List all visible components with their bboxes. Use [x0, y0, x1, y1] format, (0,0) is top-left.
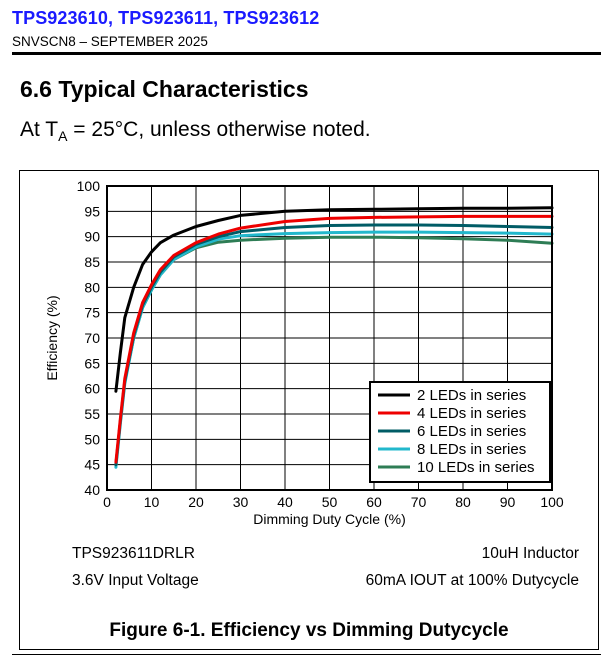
y-tick-label: 60: [84, 381, 100, 397]
x-tick-label: 80: [455, 494, 471, 510]
section-title: 6.6 Typical Characteristics: [20, 76, 309, 102]
test-condition: At TA = 25°C, unless otherwise noted.: [20, 118, 371, 144]
footer-divider: [12, 654, 601, 655]
x-tick-label: 10: [144, 494, 160, 510]
series-layer: [114, 206, 554, 469]
plot-border: [106, 185, 553, 491]
tick-label-layer: 0 10 20 30 40 50 60 70 80 90 100 40 45 50 55 60 65 70 75 80…: [77, 178, 564, 510]
inductor-note: 10uH Inductor: [481, 545, 579, 562]
x-tick-label: 50: [322, 494, 338, 510]
y-tick-label: 65: [84, 355, 100, 371]
y-tick-label: 85: [84, 254, 100, 270]
condition-prefix: At T: [20, 118, 59, 141]
x-tick-label: 90: [500, 494, 516, 510]
legend-entry: 2 LEDs in series: [417, 387, 526, 404]
x-tick-label: 0: [103, 494, 111, 510]
condition-suffix: = 25°C, unless otherwise noted.: [67, 118, 371, 141]
y-tick-label: 95: [84, 203, 100, 219]
x-tick-label: 100: [540, 494, 564, 510]
y-tick-label: 40: [84, 482, 100, 498]
legend-entry: 10 LEDs in series: [417, 459, 535, 476]
condition-subscript: A: [58, 128, 68, 145]
y-tick-label: 100: [77, 178, 101, 194]
efficiency-chart: 0 10 20 30 40 50 60 70 80 90 100 40 45 50 55 60 65 70 75 80…: [44, 178, 564, 527]
x-tick-label: 70: [411, 494, 427, 510]
legend-entry: 6 LEDs in series: [417, 423, 526, 440]
y-tick-label: 55: [84, 406, 100, 422]
y-tick-label: 70: [84, 330, 100, 346]
series-line: [114, 206, 554, 393]
figure-caption: Figure 6-1. Efficiency vs Dimming Dutycy…: [109, 620, 509, 641]
legend-entry: 8 LEDs in series: [417, 441, 526, 458]
x-tick-label: 30: [233, 494, 249, 510]
y-tick-label: 90: [84, 229, 100, 245]
series-line: [114, 214, 554, 464]
x-tick-label: 60: [366, 494, 382, 510]
header-divider: [12, 52, 601, 55]
y-tick-label: 80: [84, 279, 100, 295]
x-axis-label: Dimming Duty Cycle (%): [253, 511, 405, 527]
y-tick-label: 45: [84, 457, 100, 473]
iout-note: 60mA IOUT at 100% Dutycycle: [365, 572, 579, 589]
figure-frame: [19, 170, 599, 650]
x-tick-label: 40: [277, 494, 293, 510]
document-title: TPS923610, TPS923611, TPS923612: [12, 8, 320, 28]
legend-entry: 4 LEDs in series: [417, 405, 526, 422]
part-number-note: TPS923611DRLR: [72, 545, 195, 562]
y-tick-label: 75: [84, 305, 100, 321]
y-tick-label: 50: [84, 431, 100, 447]
y-axis-label: Efficiency (%): [44, 295, 60, 380]
x-tick-label: 20: [188, 494, 204, 510]
input-voltage-note: 3.6V Input Voltage: [72, 572, 199, 589]
document-id: SNVSCN8 – SEPTEMBER 2025: [12, 34, 208, 49]
